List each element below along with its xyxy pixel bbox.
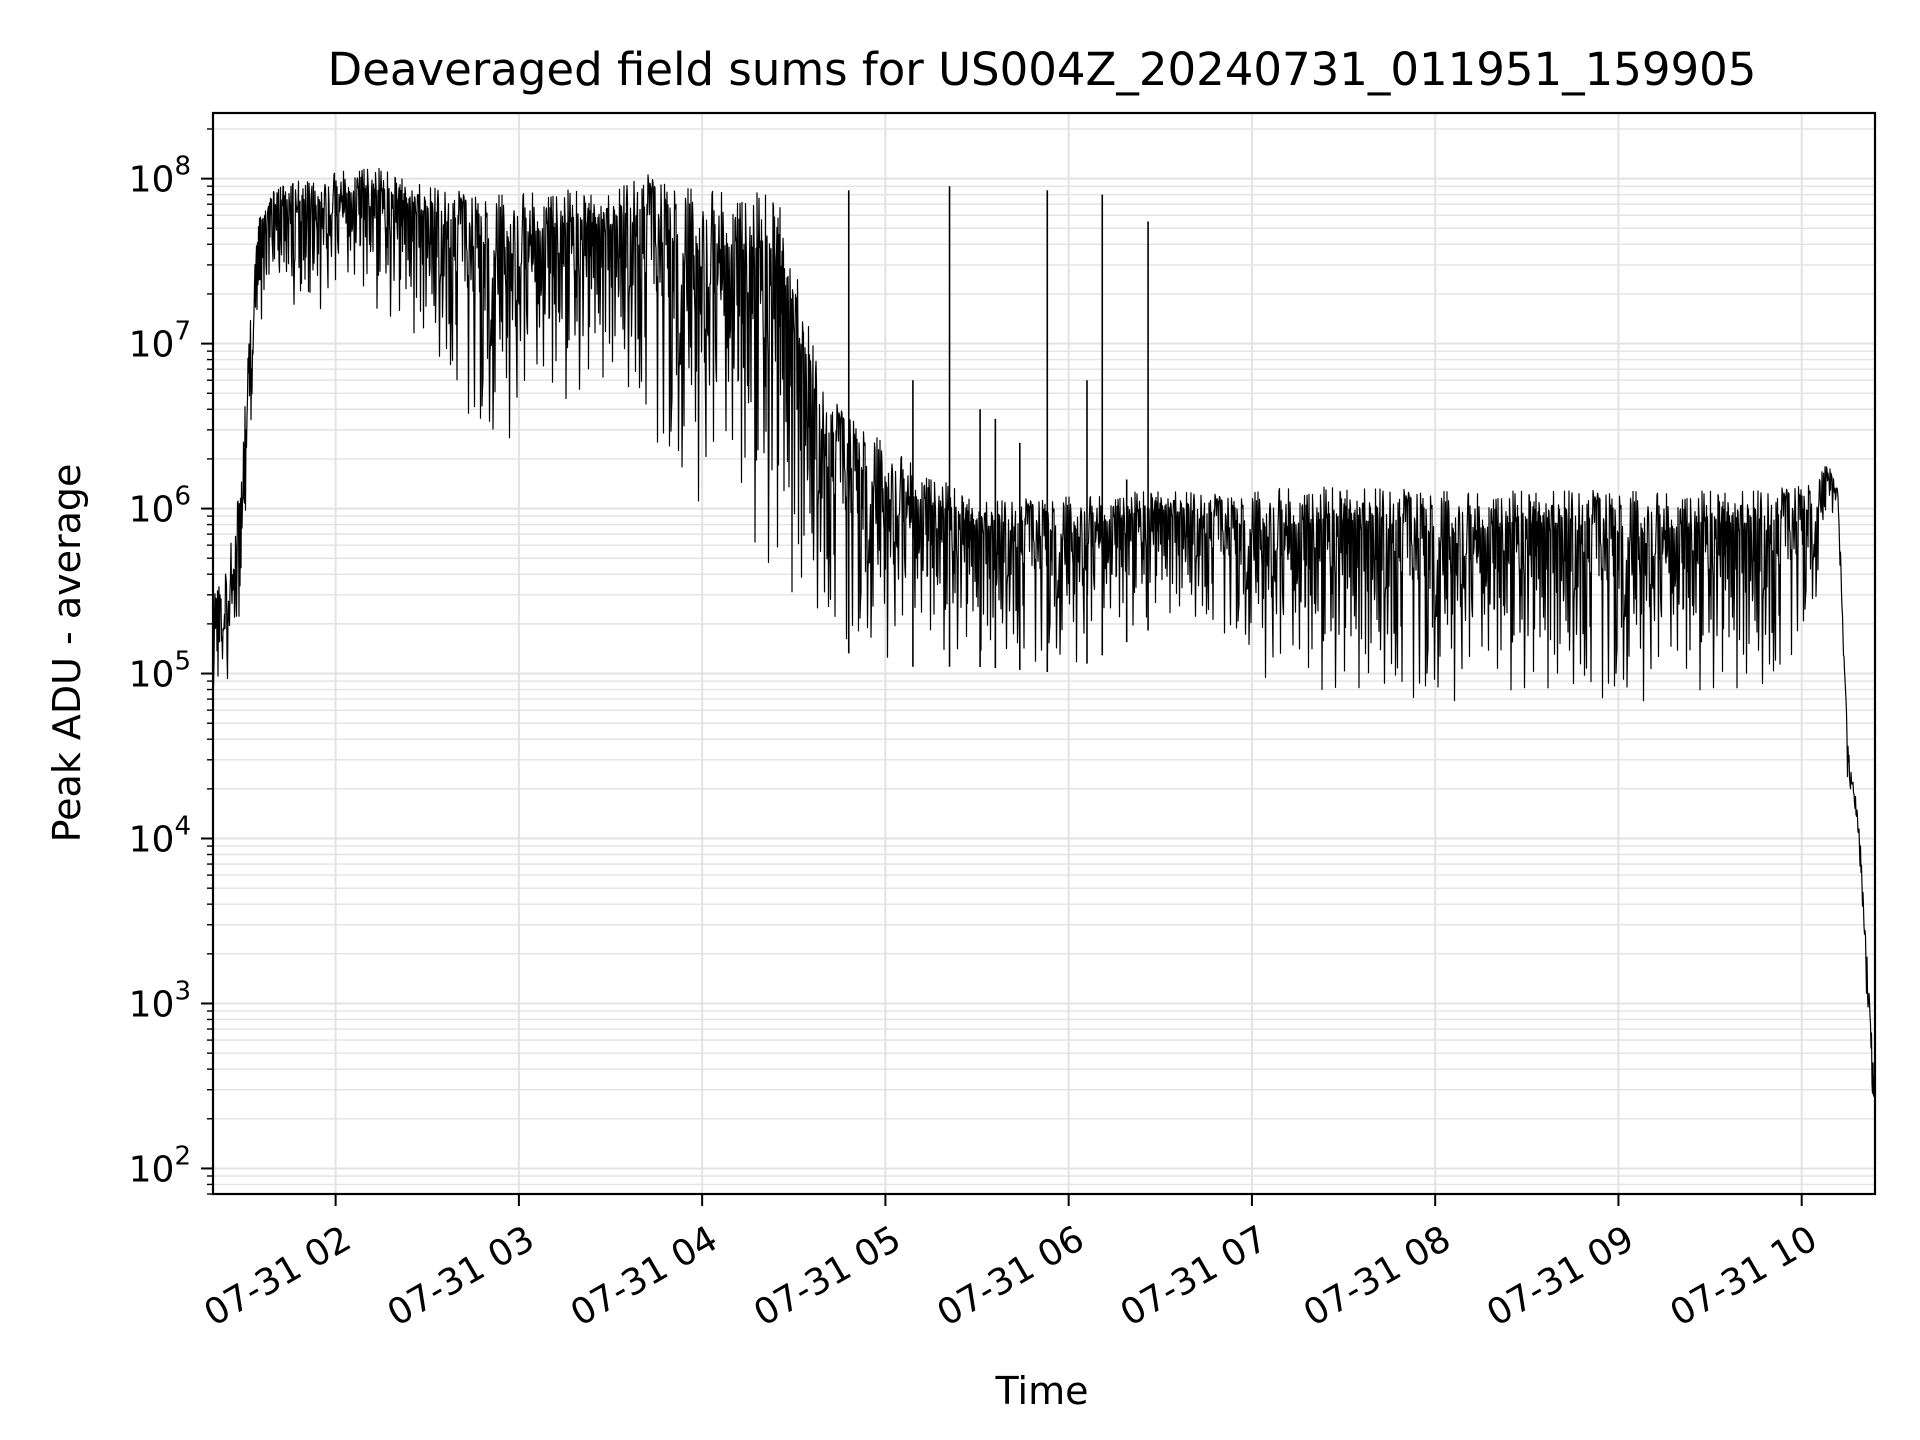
- y-tick-label: 104: [129, 812, 191, 861]
- y-tick-label: 107: [129, 317, 191, 366]
- x-axis-label: Time: [995, 1369, 1089, 1413]
- grid: [213, 113, 1875, 1195]
- y-axis: 102 103 104 105 106 107 108: [129, 128, 213, 1195]
- y-tick-label: 108: [129, 152, 191, 201]
- y-tick-label: 102: [129, 1141, 191, 1190]
- plot-area: [212, 167, 1876, 1109]
- data-series-line: [212, 167, 1876, 1109]
- chart-title: Deaveraged field sums for US004Z_2024073…: [328, 43, 1757, 96]
- y-tick-label: 105: [129, 647, 191, 696]
- y-axis-label: Peak ADU - average: [45, 464, 89, 843]
- y-tick-label: 103: [129, 976, 191, 1025]
- plot-frame: [211, 111, 1877, 1196]
- y-tick-label: 106: [129, 482, 191, 531]
